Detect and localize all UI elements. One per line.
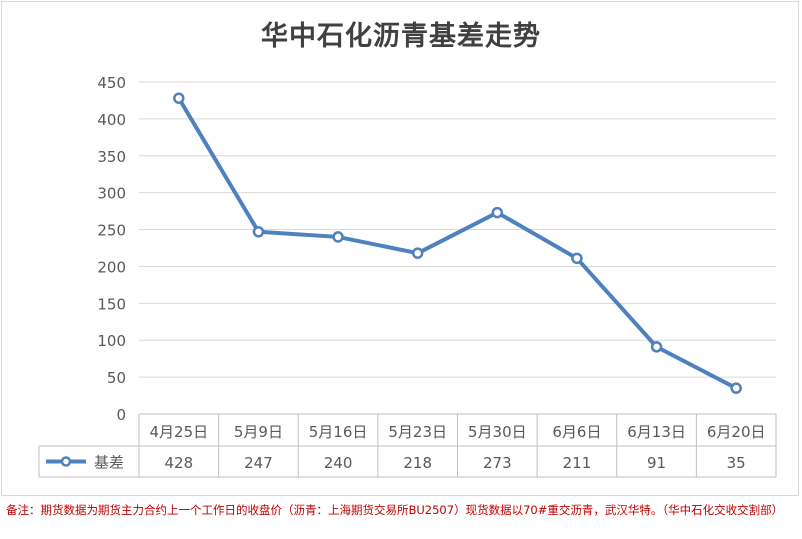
data-point [411,247,424,259]
data-point [252,226,265,238]
data-point [173,92,185,104]
data-point [730,382,742,394]
y-tick-label: 350 [97,148,126,166]
data-value-cell: 273 [483,454,512,472]
data-value-cell: 35 [727,454,746,472]
series-layer [173,92,742,394]
x-category-label: 6月13日 [627,423,686,441]
x-category-label: 5月16日 [309,423,368,441]
x-category-label: 6月20日 [707,423,766,441]
y-tick-label: 450 [97,74,126,92]
legend-label: 基差 [94,454,124,472]
x-category-label: 5月30日 [468,423,527,441]
data-point [332,231,344,243]
legend-marker [60,456,72,467]
y-tick-label: 300 [97,185,126,203]
data-table: 4月25日 5月9日 5月16日 5月23日 5月30日 6月6日 6月13日 6月20日基差… [38,413,777,478]
data-value-cell: 91 [647,454,666,472]
data-point [571,252,583,265]
data-value-cell: 240 [324,454,353,472]
y-tick-label: 400 [97,111,126,129]
series-line [176,96,739,391]
x-category-label: 5月9日 [234,423,283,441]
data-point [491,206,504,219]
y-tick-label: 200 [97,258,126,276]
gridlines [139,81,776,378]
footnote: 备注：期货数据为期货主力合约上一个工作日的收盘价（沥青：上海期货交易所BU250… [6,503,784,517]
y-tick-label: 250 [97,222,126,240]
line-chart: 450 400 350 300 250 200 150 100 50 0 4月25日 5月9日 5月1… [38,74,777,478]
chart-title: 华中石化沥青基差走势 [261,21,541,52]
x-category-label: 5月23日 [388,423,447,441]
y-axis-ticks: 450 400 350 300 250 200 150 100 50 0 [97,74,126,424]
data-value-cell: 218 [403,454,432,472]
data-value-cell: 247 [244,454,273,472]
data-value-cell: 211 [563,454,592,472]
x-category-label: 6月6日 [552,423,601,441]
y-tick-label: 0 [116,406,126,424]
data-point [650,341,663,353]
x-category-label: 4月25日 [149,423,208,441]
y-tick-label: 100 [97,332,126,350]
y-tick-label: 50 [107,369,126,387]
data-value-cell: 428 [164,454,193,472]
y-tick-label: 150 [97,295,126,313]
